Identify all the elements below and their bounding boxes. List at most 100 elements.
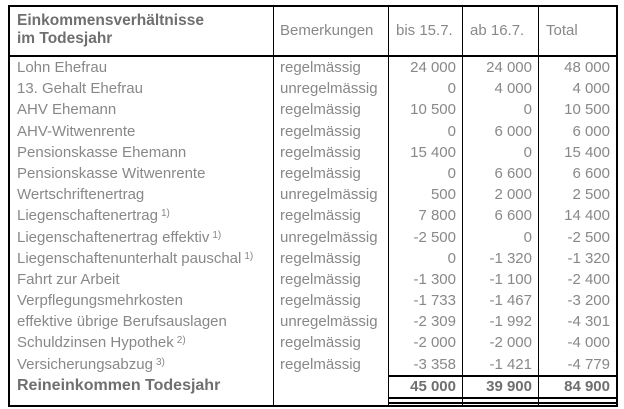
row-label: Liegenschaftenunterhalt pauschal bbox=[17, 249, 242, 267]
row-label: 13. Gehalt Ehefrau bbox=[17, 80, 143, 98]
row-bemerkung: regelmässig bbox=[274, 353, 389, 375]
row-label: effektive übrige Berufsauslagen bbox=[17, 313, 227, 331]
table-row: Pensionskasse Witwenrente regelmässig 0 … bbox=[10, 162, 616, 185]
row-bemerkung: regelmässig bbox=[274, 268, 389, 291]
row-value-total: -2 500 bbox=[567, 228, 610, 246]
row-value-total: 14 400 bbox=[564, 207, 610, 225]
table-row: Liegenschaftenunterhalt pauschal 1) regel… bbox=[10, 247, 616, 269]
row-value-bis: 0 bbox=[389, 78, 463, 100]
row-value-ab: -1 320 bbox=[463, 247, 539, 269]
row-value-ab: 0 bbox=[463, 99, 539, 121]
row-label: Fahrt zur Arbeit bbox=[17, 270, 120, 288]
row-bemerkung: unregelmässig bbox=[274, 78, 389, 100]
total-value-total: 84 900 bbox=[539, 374, 616, 397]
row-value-ab: -1 421 bbox=[463, 353, 539, 375]
row-bemerkung: regelmässig bbox=[274, 99, 389, 121]
row-value-bis: -1 300 bbox=[389, 268, 463, 291]
row-label: Lohn Ehefrau bbox=[17, 59, 108, 76]
header-total: Total bbox=[546, 22, 578, 39]
row-value-total: -4 000 bbox=[567, 334, 610, 352]
row-value-ab: -1 467 bbox=[463, 290, 539, 312]
header-title-line2: im Todesjahr bbox=[17, 30, 113, 47]
row-value-bis: 0 bbox=[389, 162, 463, 185]
row-bemerkung: regelmässig bbox=[274, 120, 389, 142]
row-value-bis: 10 500 bbox=[389, 99, 463, 121]
row-value-bis: -2 000 bbox=[389, 332, 463, 354]
row-bemerkung: regelmässig bbox=[274, 162, 389, 185]
total-row-bemerkung bbox=[274, 374, 389, 397]
row-value-total: 6 000 bbox=[572, 122, 610, 140]
bottom-gap bbox=[10, 403, 616, 405]
header-bemerkungen: Bemerkungen bbox=[274, 7, 389, 55]
row-footnote-marker: 1) bbox=[244, 250, 254, 262]
row-label: Verpflegungsmehrkosten bbox=[17, 292, 183, 310]
row-bemerkung: unregelmässig bbox=[274, 226, 389, 248]
row-label: Pensionskasse Ehemann bbox=[17, 143, 187, 161]
row-value-ab: -2 000 bbox=[463, 332, 539, 354]
table-header-row: Einkommensverhältnisse im Todesjahr Beme… bbox=[10, 7, 616, 57]
row-value-total: -3 200 bbox=[567, 292, 610, 310]
row-value-bis: -3 358 bbox=[389, 353, 463, 375]
row-value-bis: 24 000 bbox=[389, 57, 463, 79]
table-row: AHV Ehemann regelmässig 10 500 0 10 500 bbox=[10, 99, 616, 121]
row-bemerkung: unregelmässig bbox=[274, 311, 389, 333]
table-row: 13. Gehalt Ehefrau unregelmässig 0 4 000… bbox=[10, 78, 616, 100]
row-footnote-marker: 2) bbox=[176, 335, 186, 347]
row-value-bis: -2 309 bbox=[389, 311, 463, 333]
row-bemerkung: regelmässig bbox=[274, 141, 389, 163]
row-bemerkung: regelmässig bbox=[274, 205, 389, 227]
row-value-ab: 6 600 bbox=[463, 162, 539, 185]
income-statement-table: Einkommensverhältnisse im Todesjahr Beme… bbox=[8, 5, 618, 407]
table-row: Lohn Ehefrau regelmässig 24 000 24 000 4… bbox=[10, 57, 616, 79]
double-rule-gap bbox=[10, 398, 616, 402]
table-row: Fahrt zur Arbeit regelmässig -1 300 -1 1… bbox=[10, 268, 616, 291]
table-row: Wertschriftenertrag unregelmässig 500 2 … bbox=[10, 184, 616, 206]
double-rule-line2 bbox=[10, 401, 616, 404]
row-value-total: -1 320 bbox=[567, 249, 610, 267]
row-label: Wertschriftenertrag bbox=[17, 186, 145, 204]
row-value-total: 48 000 bbox=[564, 59, 610, 76]
row-value-bis: -2 500 bbox=[389, 226, 463, 248]
row-value-bis: 7 800 bbox=[389, 205, 463, 227]
row-value-ab: 0 bbox=[463, 226, 539, 248]
row-value-total: 10 500 bbox=[564, 101, 610, 119]
row-value-total: 15 400 bbox=[564, 143, 610, 161]
total-value-ab: 39 900 bbox=[463, 374, 539, 397]
table-body: Lohn Ehefrau regelmässig 24 000 24 000 4… bbox=[10, 57, 616, 375]
row-value-total: 2 500 bbox=[572, 186, 610, 204]
row-label: Liegenschaftenertrag effektiv bbox=[17, 228, 210, 246]
row-value-total: -4 779 bbox=[567, 355, 610, 373]
row-value-ab: 24 000 bbox=[463, 57, 539, 79]
row-value-total: -2 400 bbox=[567, 270, 610, 288]
row-value-bis: -1 733 bbox=[389, 290, 463, 312]
table-row: effektive übrige Berufsauslagen unregelm… bbox=[10, 311, 616, 333]
row-value-total: 6 600 bbox=[572, 164, 610, 182]
header-bis-15-7: bis 15.7. bbox=[389, 7, 463, 55]
row-label: Liegenschaftenertrag bbox=[17, 207, 158, 225]
header-ab-16-7: ab 16.7. bbox=[463, 7, 539, 55]
total-row-label: Reineinkommen Todesjahr bbox=[10, 374, 274, 397]
row-bemerkung: regelmässig bbox=[274, 332, 389, 354]
row-value-ab: 6 600 bbox=[463, 205, 539, 227]
row-value-bis: 500 bbox=[389, 184, 463, 206]
row-label: Versicherungsabzug bbox=[17, 355, 153, 373]
row-label: Schuldzinsen Hypothek bbox=[17, 334, 174, 352]
row-footnote-marker: 3) bbox=[155, 356, 165, 368]
row-value-ab: 2 000 bbox=[463, 184, 539, 206]
row-value-ab: 0 bbox=[463, 141, 539, 163]
header-einkommensverhaeltnisse: Einkommensverhältnisse im Todesjahr bbox=[10, 7, 274, 55]
row-bemerkung: regelmässig bbox=[274, 247, 389, 269]
table-row: Versicherungsabzug 3) regelmässig -3 358 … bbox=[10, 353, 616, 375]
row-value-total: 4 000 bbox=[572, 80, 610, 98]
row-value-total: -4 301 bbox=[567, 313, 610, 331]
table-row: Schuldzinsen Hypothek 2) regelmässig -2 0… bbox=[10, 332, 616, 354]
row-value-ab: 4 000 bbox=[463, 78, 539, 100]
header-title-line1: Einkommensverhältnisse bbox=[17, 12, 204, 29]
table-row: Pensionskasse Ehemann regelmässig 15 400… bbox=[10, 141, 616, 163]
row-footnote-marker: 1) bbox=[212, 229, 222, 241]
table-row: AHV-Witwenrente regelmässig 0 6 000 6 00… bbox=[10, 120, 616, 142]
row-label: Pensionskasse Witwenrente bbox=[17, 164, 206, 182]
row-bemerkung: regelmässig bbox=[274, 290, 389, 312]
table-row: Liegenschaftenertrag 1) regelmässig 7 800… bbox=[10, 205, 616, 227]
row-value-bis: 0 bbox=[389, 247, 463, 269]
